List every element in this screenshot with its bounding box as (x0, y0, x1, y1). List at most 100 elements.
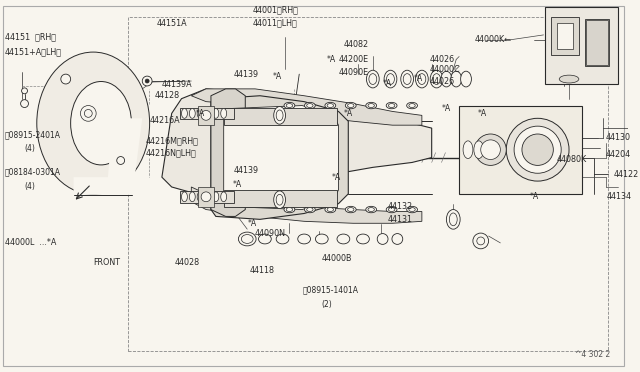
Circle shape (477, 237, 484, 245)
Ellipse shape (386, 206, 397, 213)
Ellipse shape (276, 234, 289, 244)
Ellipse shape (305, 206, 316, 213)
Polygon shape (191, 187, 422, 223)
Ellipse shape (205, 109, 211, 118)
Text: 44000L  ...*A: 44000L ...*A (5, 238, 56, 247)
Circle shape (22, 88, 28, 94)
Text: 44132: 44132 (388, 202, 413, 211)
Ellipse shape (307, 208, 313, 212)
Ellipse shape (276, 194, 283, 205)
Bar (180, 191, 234, 203)
Polygon shape (224, 106, 339, 209)
Text: 44001〈RH〉: 44001〈RH〉 (253, 5, 299, 14)
Ellipse shape (327, 208, 333, 212)
Text: Ⓥ08915-2401A: Ⓥ08915-2401A (5, 131, 61, 140)
Text: 44151A: 44151A (157, 19, 188, 28)
Ellipse shape (368, 208, 374, 212)
Ellipse shape (298, 234, 310, 244)
Text: 44090E: 44090E (339, 68, 369, 77)
Ellipse shape (307, 103, 313, 108)
Ellipse shape (305, 102, 316, 109)
Text: Ⓑ08184-0301A: Ⓑ08184-0301A (5, 168, 61, 177)
Text: 44090N: 44090N (255, 228, 286, 238)
Ellipse shape (403, 74, 411, 84)
Circle shape (506, 118, 569, 181)
Ellipse shape (276, 110, 283, 121)
Polygon shape (586, 20, 608, 65)
Text: 44128: 44128 (155, 91, 180, 100)
Ellipse shape (189, 192, 195, 202)
Circle shape (522, 134, 554, 166)
Bar (224, 190, 337, 206)
Circle shape (473, 233, 488, 249)
Ellipse shape (377, 234, 388, 244)
Ellipse shape (559, 75, 579, 83)
Text: 44080K: 44080K (556, 155, 586, 164)
Ellipse shape (325, 206, 336, 213)
Polygon shape (191, 89, 422, 125)
Text: *A: *A (383, 80, 392, 89)
Text: 44122: 44122 (613, 170, 639, 179)
Text: 44151+A〈LH〉: 44151+A〈LH〉 (5, 47, 62, 56)
Ellipse shape (182, 192, 188, 202)
Text: 44131: 44131 (388, 215, 413, 224)
Text: 44151  〈RH〉: 44151 〈RH〉 (5, 32, 56, 41)
Text: 44130: 44130 (605, 134, 630, 142)
Text: *A: *A (232, 180, 242, 189)
Text: ^4 302 2: ^4 302 2 (575, 350, 611, 359)
Ellipse shape (274, 191, 285, 209)
Polygon shape (211, 96, 348, 219)
Text: *A: *A (344, 109, 353, 118)
Text: (4): (4) (24, 182, 35, 190)
Ellipse shape (213, 109, 219, 118)
Bar (557, 23, 573, 49)
Bar (198, 106, 214, 125)
Text: 44000C: 44000C (429, 65, 460, 74)
Text: 44204: 44204 (605, 150, 630, 159)
Ellipse shape (221, 192, 227, 202)
Ellipse shape (409, 103, 415, 108)
Ellipse shape (70, 81, 131, 165)
Text: (4): (4) (24, 144, 35, 153)
Ellipse shape (346, 206, 356, 213)
Text: *A: *A (326, 55, 336, 64)
Ellipse shape (366, 206, 376, 213)
Text: 44000K←: 44000K← (475, 35, 512, 44)
Text: (2): (2) (322, 300, 333, 309)
Bar (585, 19, 609, 66)
Ellipse shape (388, 103, 395, 108)
Ellipse shape (474, 141, 484, 158)
Text: *A: *A (478, 109, 487, 118)
Circle shape (481, 140, 500, 160)
Ellipse shape (205, 192, 211, 202)
Text: 44082: 44082 (344, 40, 369, 49)
Ellipse shape (430, 70, 443, 88)
Ellipse shape (36, 52, 150, 194)
Ellipse shape (284, 102, 295, 109)
Circle shape (116, 157, 125, 164)
Ellipse shape (348, 208, 354, 212)
Circle shape (201, 192, 211, 202)
Ellipse shape (461, 71, 472, 87)
Ellipse shape (449, 213, 457, 226)
Ellipse shape (286, 103, 292, 108)
Text: FRONT: FRONT (93, 258, 120, 267)
Ellipse shape (409, 208, 415, 212)
Circle shape (142, 76, 152, 86)
Ellipse shape (441, 71, 452, 87)
Ellipse shape (197, 109, 203, 118)
Text: 44139A: 44139A (162, 80, 193, 89)
Text: *A: *A (273, 72, 282, 81)
Bar (198, 187, 214, 206)
Ellipse shape (337, 234, 349, 244)
Circle shape (81, 106, 96, 121)
Ellipse shape (284, 206, 295, 213)
Bar (545, 7, 618, 84)
Text: *A: *A (248, 219, 257, 228)
Ellipse shape (348, 103, 354, 108)
Bar (127, 17, 608, 351)
Ellipse shape (446, 209, 460, 229)
Text: *A: *A (442, 104, 451, 113)
Circle shape (84, 109, 92, 117)
Ellipse shape (213, 192, 219, 202)
